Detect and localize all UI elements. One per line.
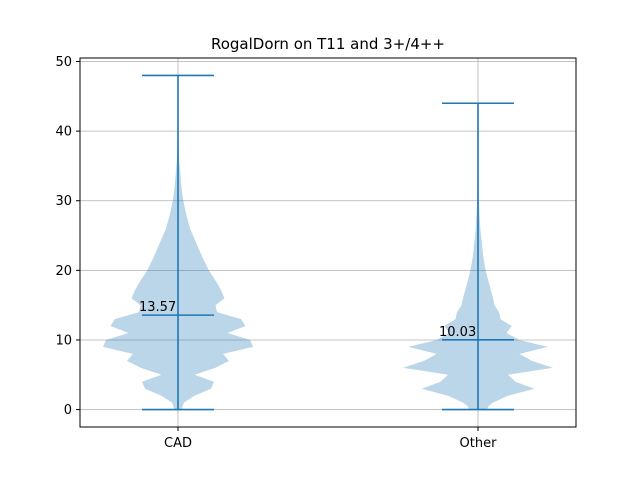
chart-title: RogalDorn on T11 and 3+/4++ (211, 35, 445, 53)
mean-label-other: 10.03 (439, 325, 476, 340)
y-tick-label: 10 (55, 333, 72, 348)
mean-annotations: 13.57 10.03 (139, 300, 476, 340)
axis-ticks: 0 10 20 30 40 50 CAD Other (55, 55, 497, 451)
x-tick-label: Other (460, 436, 498, 451)
plot-frame (79, 57, 577, 428)
y-tick-label: 0 (64, 403, 72, 418)
mean-label-cad: 13.57 (139, 300, 176, 315)
y-tick-label: 50 (55, 55, 72, 70)
y-tick-label: 40 (55, 125, 72, 140)
y-tick-label: 30 (55, 194, 72, 209)
x-tick-label: CAD (164, 436, 192, 451)
violin-lines (142, 74, 514, 411)
y-tick-label: 20 (55, 264, 72, 279)
